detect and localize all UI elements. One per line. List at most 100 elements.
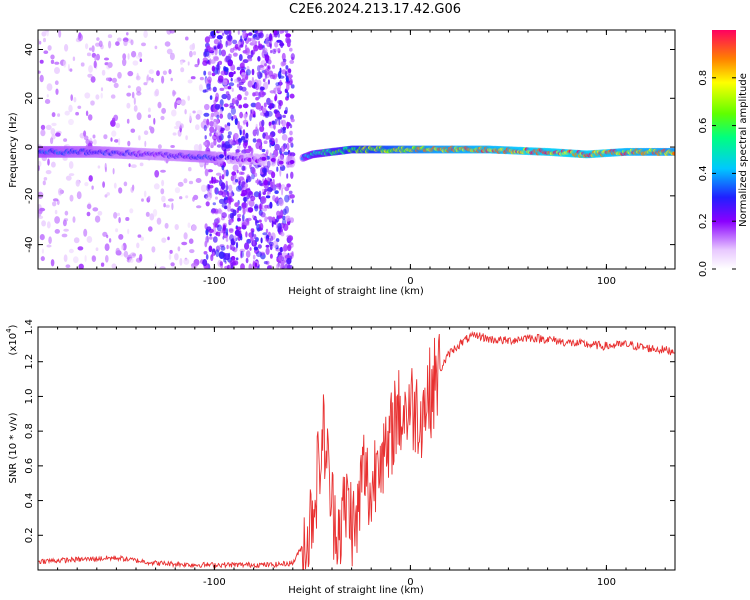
noise-speckle xyxy=(38,215,44,219)
noise-speckle xyxy=(289,130,293,136)
noise-speckle xyxy=(258,192,261,200)
noise-speckle xyxy=(161,75,165,84)
noise-speckle xyxy=(52,198,59,202)
noise-speckle xyxy=(263,140,268,144)
noise-speckle xyxy=(221,147,225,151)
noise-speckle xyxy=(241,165,246,171)
noise-speckle xyxy=(255,102,262,110)
noise-speckle xyxy=(251,167,256,175)
noise-speckle xyxy=(223,30,230,35)
ridge-mark xyxy=(219,154,224,159)
noise-speckle xyxy=(161,107,167,114)
noise-speckle xyxy=(242,196,248,202)
noise-speckle xyxy=(220,182,226,190)
noise-speckle xyxy=(223,169,227,173)
colorbar-gradient xyxy=(712,30,736,269)
noise-speckle xyxy=(278,254,284,262)
noise-speckle xyxy=(159,266,166,269)
noise-speckle xyxy=(254,262,258,268)
ridge-mark xyxy=(278,160,284,165)
noise-speckle xyxy=(290,84,295,89)
noise-speckle xyxy=(225,91,230,96)
noise-speckle xyxy=(218,251,225,259)
top-ytick-label: 0 xyxy=(24,144,35,150)
noise-speckle xyxy=(131,184,135,191)
noise-speckle xyxy=(262,188,265,193)
noise-speckle xyxy=(180,67,185,73)
noise-speckle xyxy=(259,222,264,231)
noise-speckle xyxy=(44,99,51,104)
noise-speckle xyxy=(156,217,162,225)
noise-speckle xyxy=(217,208,222,214)
noise-speckle xyxy=(207,76,212,84)
noise-speckle xyxy=(269,41,272,48)
noise-speckle xyxy=(125,217,130,221)
noise-speckle xyxy=(249,247,252,251)
noise-speckle xyxy=(132,60,139,66)
noise-speckle xyxy=(47,45,52,51)
noise-speckle xyxy=(118,234,124,240)
colorbar-tick-label: 0.2 xyxy=(698,213,709,229)
noise-speckle xyxy=(86,52,92,57)
noise-speckle xyxy=(84,182,89,187)
noise-speckle xyxy=(179,123,184,129)
noise-speckle xyxy=(286,173,289,179)
noise-speckle xyxy=(207,71,212,76)
noise-speckle xyxy=(233,52,238,57)
noise-speckle xyxy=(43,177,48,181)
noise-speckle xyxy=(251,173,255,180)
noise-speckle xyxy=(289,136,294,142)
noise-speckle xyxy=(117,37,122,42)
noise-speckle xyxy=(50,128,56,136)
noise-speckle xyxy=(187,79,193,84)
noise-speckle xyxy=(140,236,144,241)
noise-speckle xyxy=(228,71,234,78)
noise-speckle xyxy=(222,224,227,232)
noise-speckle xyxy=(95,94,100,100)
noise-speckle xyxy=(115,228,119,233)
noise-speckle xyxy=(253,44,259,52)
noise-speckle xyxy=(282,58,287,63)
noise-speckle xyxy=(290,139,293,147)
noise-speckle xyxy=(73,256,79,264)
noise-speckle xyxy=(102,181,105,188)
noise-speckle xyxy=(166,48,173,55)
noise-speckle xyxy=(204,88,209,93)
noise-speckle xyxy=(204,135,207,140)
noise-speckle xyxy=(77,246,84,251)
noise-speckle xyxy=(217,30,224,33)
noise-speckle xyxy=(213,99,217,104)
noise-speckle xyxy=(228,184,233,192)
noise-speckle xyxy=(269,201,273,209)
noise-speckle xyxy=(157,144,162,149)
noise-speckle xyxy=(220,263,224,269)
noise-speckle xyxy=(240,235,243,241)
noise-speckle xyxy=(195,114,201,120)
noise-speckle xyxy=(263,205,269,209)
noise-speckle xyxy=(220,70,227,76)
noise-speckle xyxy=(157,101,162,109)
noise-speckle xyxy=(111,130,117,137)
noise-speckle xyxy=(212,86,217,93)
noise-speckle xyxy=(52,201,57,207)
noise-speckle xyxy=(286,121,290,129)
noise-speckle xyxy=(160,188,165,195)
noise-speckle xyxy=(281,69,287,75)
noise-speckle xyxy=(245,250,251,258)
noise-speckle xyxy=(215,249,220,258)
noise-speckle xyxy=(170,77,173,82)
noise-speckle xyxy=(83,130,87,137)
noise-speckle xyxy=(240,35,243,43)
noise-speckle xyxy=(274,33,278,38)
noise-speckle xyxy=(217,61,220,70)
noise-speckle xyxy=(205,169,209,175)
noise-speckle xyxy=(217,190,224,196)
noise-speckle xyxy=(283,223,289,231)
noise-speckle xyxy=(161,195,166,203)
noise-speckle xyxy=(285,215,291,222)
noise-speckle xyxy=(117,71,122,79)
noise-speckle xyxy=(254,36,261,40)
noise-speckle xyxy=(230,77,233,82)
noise-speckle xyxy=(165,204,170,208)
noise-speckle xyxy=(229,102,234,107)
